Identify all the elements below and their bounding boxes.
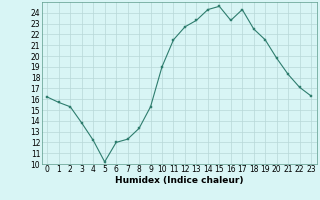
X-axis label: Humidex (Indice chaleur): Humidex (Indice chaleur)	[115, 176, 244, 185]
